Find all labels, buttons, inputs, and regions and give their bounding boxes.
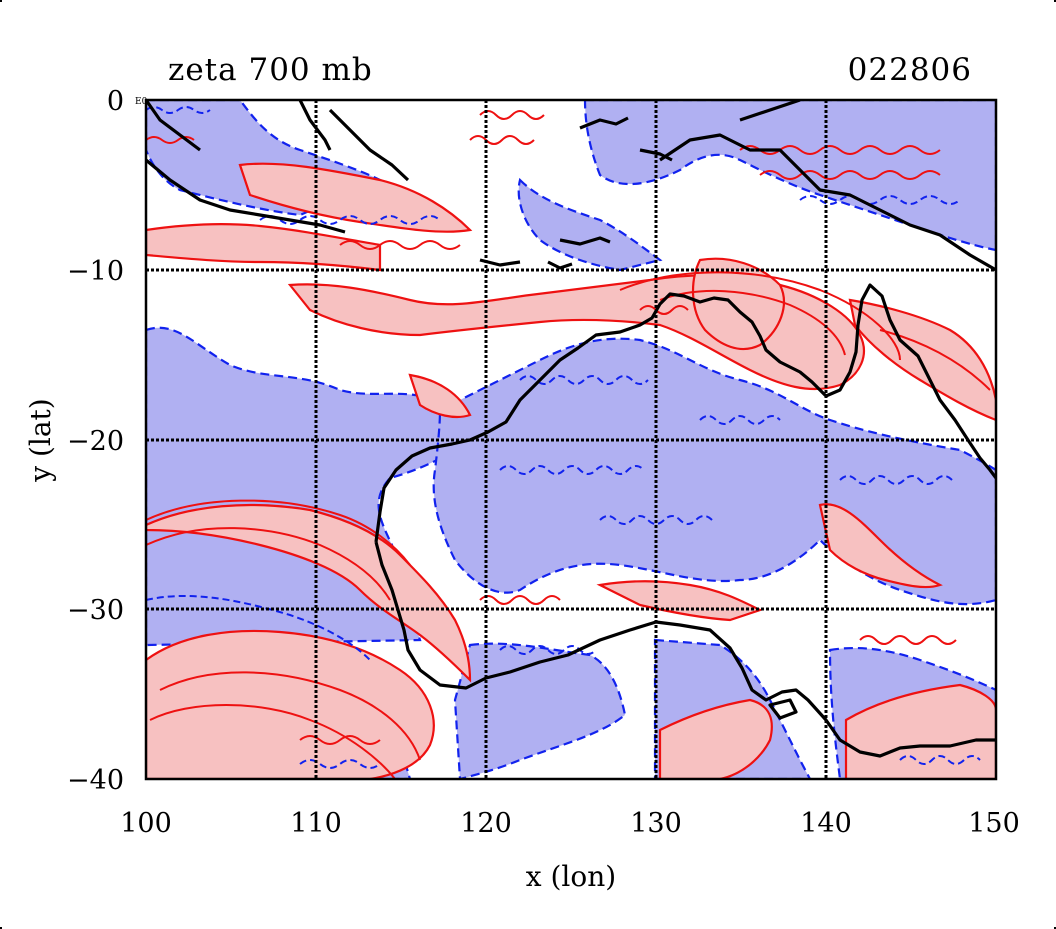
y-tick-label: −10 (67, 256, 124, 287)
x-tick-labels: 100 110 120 130 140 150 (120, 808, 1020, 839)
corner-label: E0 (135, 97, 148, 107)
positive-vorticity-regions (146, 162, 996, 779)
x-tick-label: 100 (120, 808, 172, 839)
map-title: zeta 700 mb (168, 52, 373, 88)
y-tick-label: −40 (67, 765, 124, 796)
y-tick-label: −20 (67, 426, 124, 457)
small-scale-contours (146, 106, 991, 779)
new-guinea-coastline (659, 133, 996, 272)
australia-coastline (374, 283, 996, 543)
x-tick-label: 140 (800, 808, 852, 839)
y-tick-label: 0 (107, 86, 124, 117)
x-tick-label: 130 (630, 808, 682, 839)
tasmania-coastline (768, 698, 798, 720)
coastlines (146, 100, 996, 758)
x-tick-label: 120 (460, 808, 512, 839)
y-tick-labels: 0 −10 −20 −30 −40 (67, 86, 124, 796)
map-date-label: 022806 (848, 52, 972, 88)
x-tick-label: 150 (968, 808, 1020, 839)
y-axis-label: y (lat) (24, 398, 57, 482)
x-axis-label: x (lon) (526, 860, 616, 893)
plot-area (146, 100, 996, 779)
plot-frame (144, 98, 998, 781)
grid-lines (146, 100, 996, 779)
x-tick-label: 110 (290, 808, 342, 839)
y-tick-label: −30 (67, 595, 124, 626)
